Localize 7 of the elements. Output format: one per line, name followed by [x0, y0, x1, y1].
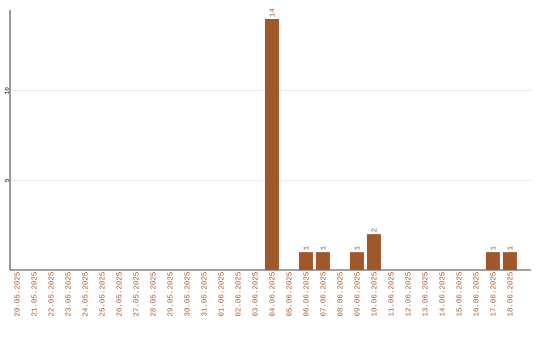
bar [502, 252, 517, 270]
bar [350, 252, 364, 270]
bar [316, 252, 330, 270]
bar [486, 252, 500, 270]
bar [298, 252, 313, 270]
bar [366, 234, 381, 270]
bar [264, 18, 279, 270]
